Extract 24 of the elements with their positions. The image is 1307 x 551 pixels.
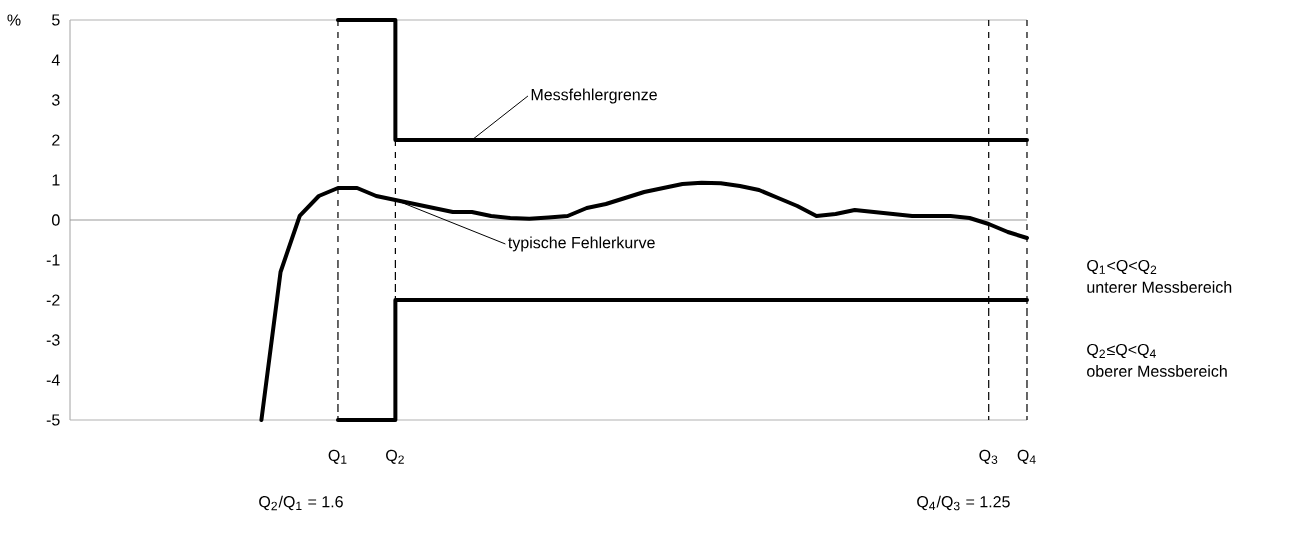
text: unterer Messbereich [1087, 281, 1232, 293]
y-tick-label: 4 [51, 54, 60, 66]
y-tick-label: -1 [46, 254, 60, 266]
text: Q$_{4}$/Q$_{3}$ = 1.25 [917, 495, 1010, 511]
y-tick-label: 3 [51, 94, 60, 106]
text: Q$_{1}$<Q<Q$_{2}$ [1087, 259, 1157, 275]
y-tick-label: -5 [46, 414, 60, 426]
y-tick-label: 5 [52, 14, 60, 26]
y-axis-title: % [7, 14, 21, 26]
x-tick-label: Q$_{2}$ [386, 449, 404, 464]
text: Q$_{2}$≤Q<Q$_{4}$ [1087, 343, 1156, 359]
annotation: Messfehlergrenze [531, 88, 657, 104]
x-tick-label: Q$_{1}$ [328, 449, 347, 464]
y-tick-label: 1 [52, 174, 60, 186]
annotation: typische Fehlerkurve [508, 236, 655, 252]
y-tick-label: 0 [52, 214, 60, 226]
y-tick-label: -2 [46, 294, 60, 306]
text: Q$_{2}$/Q$_{1}$ = 1.6 [259, 495, 343, 511]
text: oberer Messbereich [1087, 365, 1227, 377]
x-tick-label: Q$_{3}$ [979, 449, 998, 464]
y-tick-label: 2 [52, 134, 60, 146]
y-tick-label: -4 [46, 374, 60, 386]
y-tick-label: -3 [46, 334, 60, 346]
x-tick-label: Q$_{4}$ [1017, 449, 1036, 464]
